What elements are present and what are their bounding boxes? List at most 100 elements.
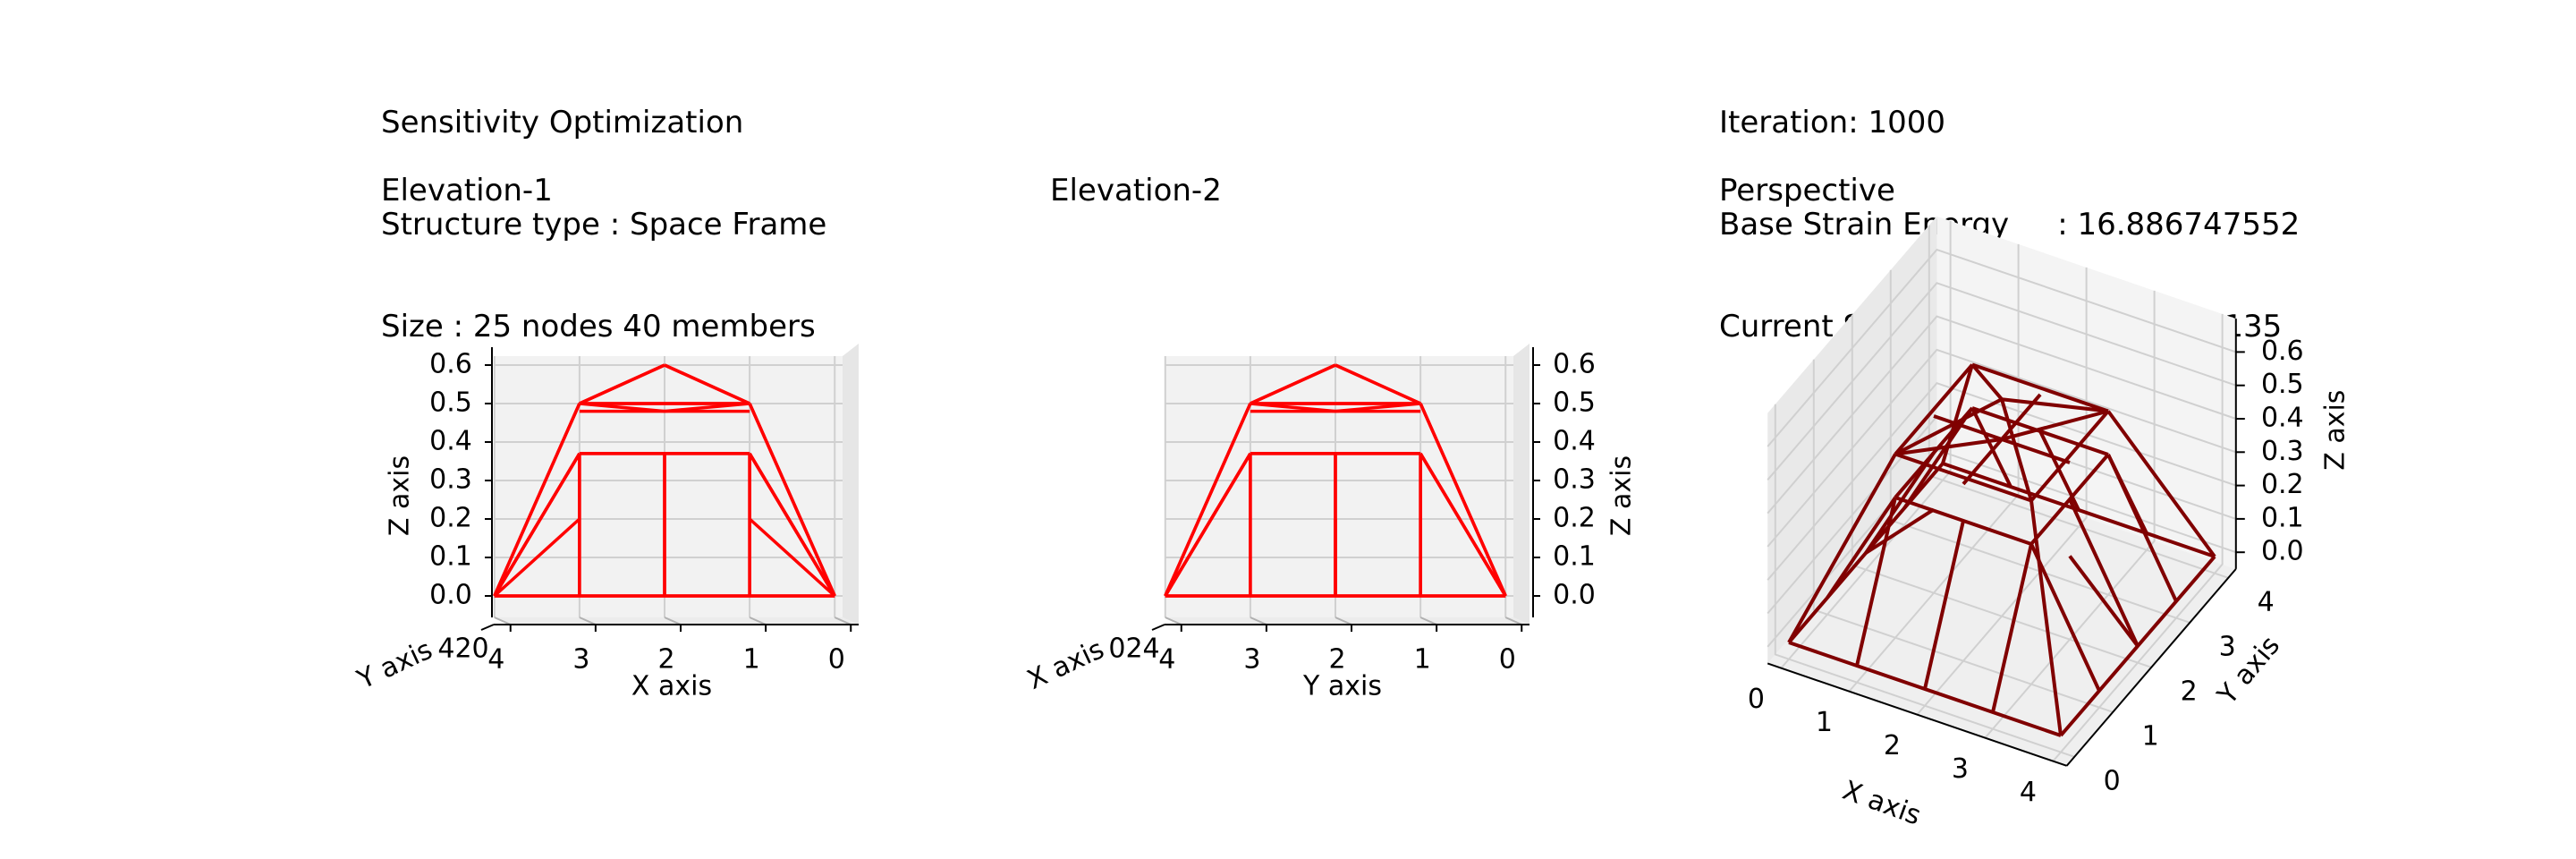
y-gridline bbox=[1851, 314, 2152, 668]
y-gridline bbox=[1928, 225, 2229, 579]
z-tick-label: 0.0 bbox=[1553, 580, 1596, 611]
z-tick-label: 0.2 bbox=[429, 503, 472, 534]
z-tick-label: 0.1 bbox=[2261, 502, 2304, 533]
z-gridline bbox=[1767, 282, 2237, 481]
x-tick-label: 2 bbox=[1884, 730, 1901, 761]
info-block-left: Sensitivity Optimization Structure type … bbox=[381, 38, 826, 378]
title-line: Sensitivity Optimization bbox=[381, 105, 744, 140]
x-floor-gridline bbox=[1335, 617, 1352, 625]
member bbox=[1787, 453, 1897, 643]
x-tick-label: 0 bbox=[1748, 684, 1765, 715]
z-tick-label: 0.2 bbox=[1553, 503, 1596, 534]
x-tick-label: 1 bbox=[1816, 707, 1833, 738]
z-tick-label: 0.3 bbox=[2261, 436, 2304, 467]
x-gridline bbox=[1984, 290, 2156, 739]
x-tick-label: 0 bbox=[828, 644, 845, 676]
x-tick-label: 1 bbox=[743, 644, 760, 676]
x-tick-label: 4 bbox=[2020, 777, 2037, 808]
member bbox=[2000, 398, 2033, 502]
member bbox=[1902, 406, 1974, 510]
structure-type-line: Structure type : Space Frame bbox=[381, 207, 827, 242]
y-axis-line bbox=[2065, 568, 2237, 767]
member bbox=[1250, 402, 1336, 413]
x-axis-label: Y axis bbox=[1302, 671, 1382, 702]
member bbox=[2001, 397, 2109, 413]
z-tick-label: 0.1 bbox=[1553, 541, 1596, 573]
member bbox=[2068, 498, 2140, 647]
x-floor-gridline bbox=[579, 617, 597, 625]
member bbox=[1894, 406, 1974, 499]
member bbox=[1335, 363, 1421, 405]
member bbox=[664, 402, 750, 413]
y-tick-label-overlap: 420 bbox=[437, 634, 488, 665]
member bbox=[1970, 363, 2004, 401]
z-axis-label: Z axis bbox=[1606, 455, 1638, 536]
member bbox=[1894, 397, 2003, 456]
z-axis-label: Z axis bbox=[2319, 390, 2351, 471]
member bbox=[1894, 452, 2032, 503]
member bbox=[1864, 507, 1936, 555]
member bbox=[1419, 403, 1507, 597]
y-tick-label: 3 bbox=[2219, 631, 2236, 662]
member bbox=[1335, 402, 1421, 413]
x-tick-label: 2 bbox=[1328, 644, 1345, 676]
z-gridline bbox=[1767, 348, 2237, 548]
member bbox=[2029, 410, 2110, 502]
y-gridline bbox=[1774, 404, 2075, 758]
member bbox=[2001, 409, 2109, 441]
x-tick-label: 4 bbox=[1158, 644, 1175, 676]
z-tick-label: 0.6 bbox=[1553, 349, 1596, 380]
x-axis-label: X axis bbox=[1838, 775, 1925, 832]
y-tick-label-overlap: 024 bbox=[1108, 634, 1159, 665]
z-tick-label: 0.6 bbox=[429, 349, 472, 380]
member bbox=[1971, 406, 2109, 456]
z-tick-label: 0.5 bbox=[2261, 369, 2304, 400]
size-line: Size : 25 nodes 40 members bbox=[381, 309, 816, 344]
member bbox=[1894, 437, 2003, 456]
x-floor-gridline bbox=[664, 617, 682, 625]
member bbox=[1923, 520, 1965, 690]
z-tick-label: 0.2 bbox=[2261, 469, 2304, 500]
member bbox=[579, 402, 665, 413]
y-gridline bbox=[1812, 359, 2114, 713]
member bbox=[2068, 555, 2140, 648]
x-floor-gridline bbox=[1250, 617, 1267, 625]
x-tick-label: 3 bbox=[1243, 644, 1260, 676]
y-tick-label: 2 bbox=[2181, 676, 2198, 707]
x-tick-label: 3 bbox=[572, 644, 589, 676]
member bbox=[748, 403, 836, 597]
member bbox=[1250, 363, 1336, 405]
z-tick-label: 0.4 bbox=[2261, 403, 2304, 434]
member bbox=[579, 363, 665, 405]
y-axis-label: Y axis bbox=[352, 634, 436, 696]
z-tick-label: 0.4 bbox=[429, 426, 472, 457]
member bbox=[493, 517, 581, 598]
member bbox=[664, 363, 750, 405]
x-floor-gridline bbox=[834, 617, 852, 625]
z-tick-label: 0.0 bbox=[429, 580, 472, 611]
x-tick-label: 3 bbox=[1952, 753, 1969, 785]
elevation-2-title: Elevation-2 bbox=[1050, 173, 1222, 208]
z-tick-label: 0.5 bbox=[1553, 387, 1596, 419]
member bbox=[1855, 497, 1897, 667]
elevation-1-title: Elevation-1 bbox=[381, 173, 553, 208]
member bbox=[1971, 362, 2109, 413]
side-pane bbox=[1513, 344, 1530, 625]
y-tick-label: 1 bbox=[2142, 720, 2159, 752]
x-gridline bbox=[2052, 313, 2224, 762]
member bbox=[1864, 451, 1936, 555]
x-floor-gridline bbox=[494, 617, 512, 625]
member bbox=[493, 403, 581, 597]
member bbox=[748, 517, 836, 598]
member bbox=[748, 453, 836, 597]
z-tick-label: 0.3 bbox=[1553, 464, 1596, 496]
member bbox=[2029, 453, 2110, 546]
x-axis-label: X axis bbox=[631, 671, 712, 702]
side-pane bbox=[843, 344, 859, 625]
x-floor-gridline bbox=[1504, 617, 1522, 625]
x-floor-gridline bbox=[1165, 617, 1182, 625]
z-gridline bbox=[1767, 315, 2237, 515]
